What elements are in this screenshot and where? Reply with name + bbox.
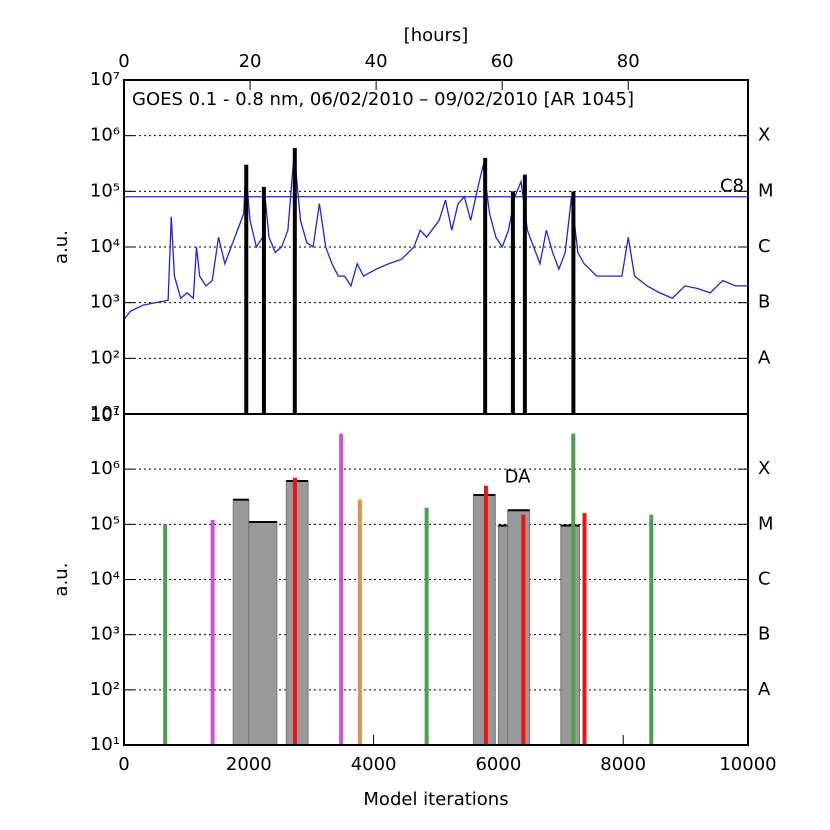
x-tick-label: 0 bbox=[118, 754, 129, 775]
annotation: DA bbox=[505, 467, 532, 488]
class-label: X bbox=[758, 458, 770, 479]
x-tick-label: 60 bbox=[491, 51, 514, 72]
class-label: X bbox=[758, 125, 770, 146]
class-label: M bbox=[758, 513, 774, 534]
class-label: A bbox=[758, 679, 771, 700]
bar bbox=[507, 509, 531, 746]
x-tick-label: 20 bbox=[239, 51, 262, 72]
y-tick-label: 10¹ bbox=[90, 734, 120, 755]
x-tick-label: 80 bbox=[617, 51, 640, 72]
y-tick-label: 10⁶ bbox=[90, 458, 120, 479]
y-tick-label: 10⁶ bbox=[90, 125, 120, 146]
y-axis-label: a.u. bbox=[51, 230, 72, 264]
y-tick-label: 10⁷ bbox=[90, 403, 120, 424]
y-tick-label: 10¹ bbox=[90, 405, 120, 426]
bar bbox=[285, 480, 309, 746]
y-tick-label: 10⁵ bbox=[90, 513, 120, 534]
x-tick-label: 4000 bbox=[351, 754, 397, 775]
plot-frame bbox=[123, 413, 749, 746]
class-label: B bbox=[758, 292, 770, 313]
class-label: B bbox=[758, 624, 770, 645]
x-tick-label: 10000 bbox=[719, 754, 776, 775]
y-tick-label: 10³ bbox=[90, 624, 120, 645]
series-label: GOES 0.1 - 0.8 nm, 06/02/2010 – 09/02/20… bbox=[132, 89, 634, 110]
y-tick-label: 10² bbox=[90, 347, 120, 368]
y-tick-label: 10⁷ bbox=[90, 69, 120, 90]
y-tick-label: 10² bbox=[90, 679, 120, 700]
x-tick-label: 6000 bbox=[475, 754, 521, 775]
y-tick-label: 10⁴ bbox=[90, 236, 120, 257]
class-label: A bbox=[758, 347, 771, 368]
bar bbox=[248, 521, 278, 746]
x-tick-label: 2000 bbox=[226, 754, 272, 775]
threshold-label: C8 bbox=[720, 176, 744, 197]
class-label: M bbox=[758, 180, 774, 201]
x-axis-label: Model iterations bbox=[363, 789, 508, 810]
x-axis-label: [hours] bbox=[404, 25, 469, 46]
class-label: C bbox=[758, 236, 771, 257]
bar bbox=[232, 499, 250, 746]
y-tick-label: 10⁴ bbox=[90, 569, 120, 590]
line bbox=[124, 152, 748, 320]
y-axis-label: a.u. bbox=[51, 563, 72, 597]
bar bbox=[497, 525, 509, 746]
bar bbox=[560, 525, 581, 746]
x-tick-label: 0 bbox=[118, 51, 129, 72]
y-tick-label: 10⁵ bbox=[90, 180, 120, 201]
x-tick-label: 8000 bbox=[600, 754, 646, 775]
y-tick-label: 10³ bbox=[90, 292, 120, 313]
class-label: C bbox=[758, 569, 771, 590]
x-tick-label: 40 bbox=[365, 51, 388, 72]
